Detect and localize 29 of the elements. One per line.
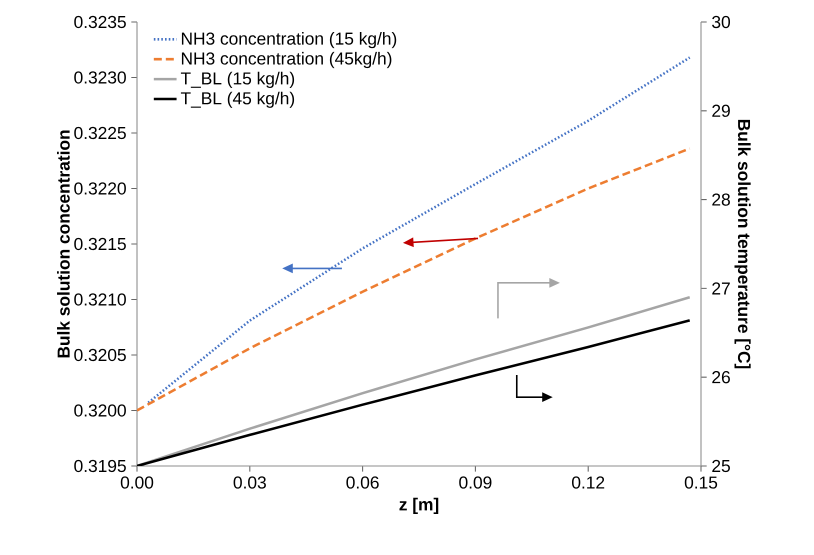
x-tick-label: 0.06 [346,476,379,489]
y-tick-label: 0.3225 [74,126,126,140]
y-tick-label: 0.3195 [74,460,126,472]
y-tick-label: 0.3220 [74,182,126,195]
y-tick-label: 0.3235 [74,16,126,28]
y-tick-label: 0.3200 [74,404,126,417]
y2-tick-label: 26 [712,371,730,384]
y2-tick-label: 27 [712,282,730,294]
x-tick-label: 0.12 [572,476,604,489]
y-tick-label: 0.3210 [74,293,126,306]
y-tick-label: 0.3230 [74,71,126,84]
legend-label: T_BL (45 kg/h) [180,92,294,108]
y2-tick-label: 28 [712,193,730,206]
legend-label: NH3 concentration (45kg/h) [182,52,392,68]
y2-tick-label: 29 [712,104,730,117]
y-axis-title: Bulk solution concentration [57,130,70,358]
x-tick-label: 0.00 [120,476,154,489]
x-tick-label: 0.03 [234,476,266,489]
y-tick-label: 0.3205 [74,348,126,362]
x-tick-label: 0.15 [684,476,718,489]
y-tick-label: 0.3215 [74,238,126,250]
y2-tick-label: 30 [712,16,730,28]
line-series [137,147,691,412]
y2-tick-label: 25 [712,460,730,472]
legend-label: T_BL (15 kg/h) [180,72,294,88]
x-axis-title: z [m] [399,498,438,514]
x-tick-label: 0.09 [459,476,492,489]
y2-axis-title: Bulk solution temperature [°C] [734,120,751,368]
legend-label: NH3 concentration (15 kg/h) [182,32,396,48]
